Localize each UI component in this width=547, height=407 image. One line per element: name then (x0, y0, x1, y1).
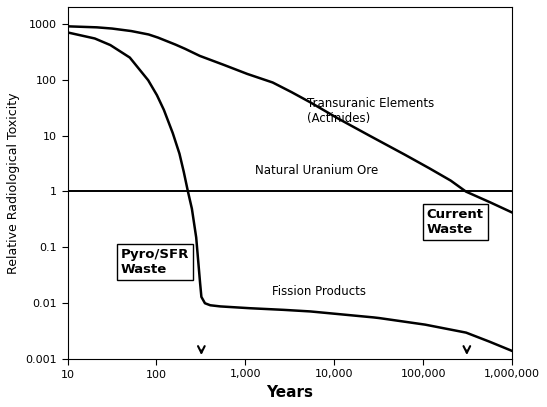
Text: Natural Uranium Ore: Natural Uranium Ore (255, 164, 379, 177)
Text: Fission Products: Fission Products (272, 285, 366, 298)
Text: Transuranic Elements
(Actinides): Transuranic Elements (Actinides) (307, 96, 435, 125)
Text: Pyro/SFR
Waste: Pyro/SFR Waste (121, 248, 189, 276)
X-axis label: Years: Years (266, 385, 313, 400)
Text: Current
Waste: Current Waste (427, 208, 484, 236)
Y-axis label: Relative Radiological Toxicity: Relative Radiological Toxicity (7, 92, 20, 274)
